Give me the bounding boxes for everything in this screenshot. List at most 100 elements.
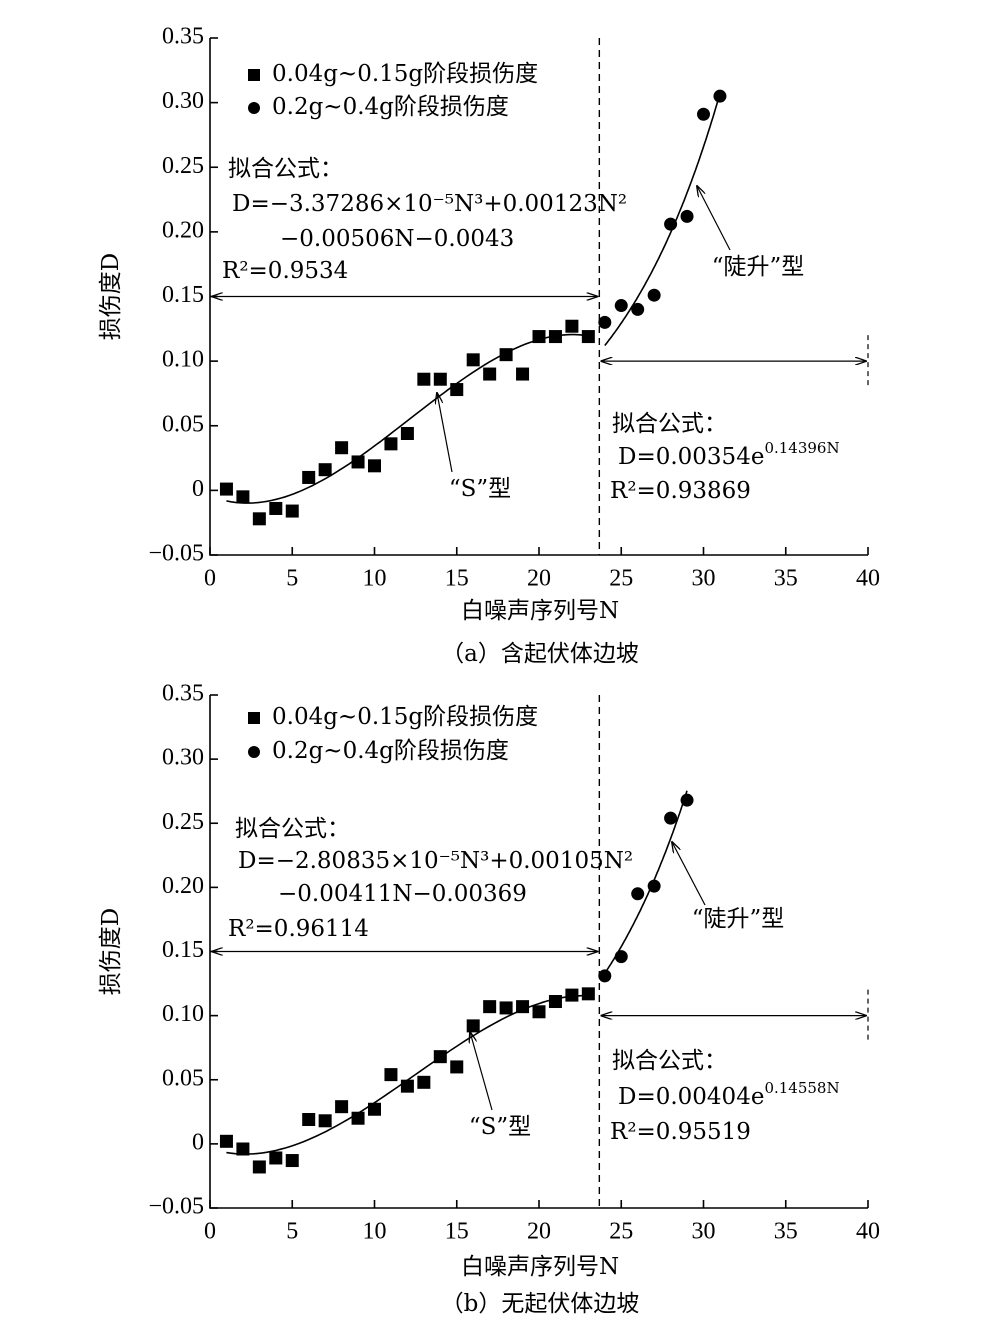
x-tick-label: 15 [445,566,469,592]
x-axis-label: 白噪声序列号N [461,598,619,624]
legend-marker [248,712,260,724]
square-point [548,330,562,344]
fit-r2: R²=0.93869 [610,478,751,504]
square-point [532,1005,546,1019]
circle-point [614,299,628,313]
circle-point [598,315,612,329]
square-point [450,383,464,397]
fit-r2: R²=0.9534 [222,258,348,284]
square-point [252,512,266,526]
fit-r2: R²=0.96114 [228,916,369,942]
circle-point [664,217,678,231]
x-tick-label: 35 [774,1219,798,1245]
x-tick-label: 0 [204,1219,216,1245]
square-point [548,995,562,1009]
square-point [318,463,332,477]
circle-point [631,302,645,316]
curve-label: “S”型 [469,1114,531,1140]
square-point [219,482,233,496]
y-axis-label: 损伤度D [98,908,124,995]
square-point [417,1075,431,1089]
fit-curve [226,333,589,504]
x-tick-label: 0 [204,566,216,592]
square-point [466,1019,480,1033]
square-point [302,470,316,484]
circle-point [647,288,661,302]
square-point [384,437,398,451]
formula-base: D=0.00354e [618,444,764,470]
square-point [219,1134,233,1148]
square-point [285,504,299,518]
x-tick-label: 35 [774,566,798,592]
pointer-arrow [672,842,706,906]
x-tick-label: 10 [363,1219,387,1245]
y-tick-label: 0 [192,1129,204,1155]
legend-marker [248,69,260,81]
square-point [302,1113,316,1127]
y-tick-label: 0.15 [162,282,204,308]
x-tick-label: 25 [609,566,633,592]
fit-curve [226,994,589,1155]
formula-exponent: 0.14396N [764,439,839,457]
circle-point [598,969,612,983]
legend-label: 0.2g~0.4g阶段损伤度 [272,738,509,764]
square-point [318,1114,332,1128]
y-tick-label: 0.35 [162,24,204,50]
x-tick-label: 30 [692,1219,716,1245]
curve-label: “陡升”型 [712,254,805,280]
circle-point [697,107,710,121]
x-tick-label: 20 [527,1219,551,1245]
square-point [450,1060,464,1074]
y-tick-label: 0.30 [162,88,204,114]
square-point [252,1160,266,1174]
square-point [236,1142,250,1156]
formula-exponent: 0.14558N [764,1079,839,1097]
legend-label: 0.04g~0.15g阶段损伤度 [272,61,538,87]
caption: （b）无起伏体边坡 [441,1291,640,1317]
pointer-arrow [437,393,453,473]
circle-point [614,950,628,964]
square-point [351,455,365,469]
fit-formula: D=−2.80835×10⁻⁵N³+0.00105N² [238,848,633,874]
square-point [516,1000,530,1014]
x-tick-label: 25 [609,1219,633,1245]
square-point [516,367,530,381]
fit-heading: 拟合公式： [612,1048,727,1074]
square-point [335,1100,349,1114]
square-point [368,459,381,473]
circle-point [664,811,678,825]
square-point [335,441,349,455]
square-point [483,1000,497,1014]
square-point [499,348,513,362]
y-tick-label: −0.05 [148,541,204,567]
y-tick-label: 0.25 [162,153,204,179]
x-tick-label: 10 [363,566,387,592]
x-tick-label: 40 [856,1219,880,1245]
square-point [433,372,447,386]
legend-marker [248,102,260,114]
y-tick-label: 0.30 [162,745,204,771]
pointer-arrow [470,1032,493,1111]
formula-base: D=0.00404e [618,1084,764,1110]
y-tick-label: 0 [192,476,204,502]
fit-formula: D=0.00404e0.14558N [618,1079,840,1110]
square-point [466,353,480,367]
circle-point [713,89,727,103]
x-tick-label: 40 [856,566,880,592]
square-point [368,1102,381,1116]
y-tick-label: 0.25 [162,809,204,835]
fit-formula: −0.00411N−0.00369 [278,881,527,907]
x-tick-label: 5 [286,566,298,592]
fit-heading: 拟合公式： [228,156,343,182]
y-tick-label: −0.05 [148,1194,204,1220]
x-tick-label: 15 [445,1219,469,1245]
square-point [269,1151,283,1165]
y-axis-label: 损伤度D [98,253,124,340]
x-tick-label: 5 [286,1219,298,1245]
y-tick-label: 0.10 [162,1001,204,1027]
x-axis-label: 白噪声序列号N [461,1254,619,1280]
square-point [400,427,414,441]
y-tick-label: 0.10 [162,347,204,373]
